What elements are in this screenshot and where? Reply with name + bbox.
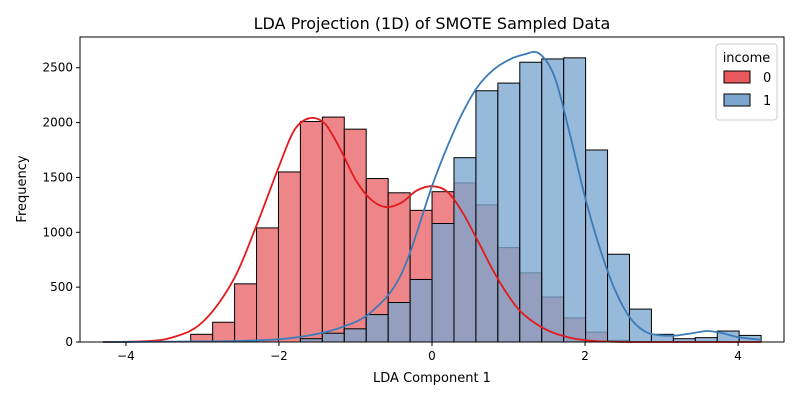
kde-line-series-0 (102, 116, 762, 343)
y-tick-label: 1500 (42, 170, 73, 184)
chart-title: LDA Projection (1D) of SMOTE Sampled Dat… (254, 14, 611, 33)
bar-series-0-bin-9 (299, 120, 323, 343)
bar-series-0-bin-7 (256, 227, 279, 343)
legend-swatch-0 (723, 70, 751, 84)
bar-series-0-bin-11 (343, 128, 367, 343)
y-tick-label: 2000 (42, 116, 73, 130)
x-axis-label: LDA Component 1 (373, 371, 491, 386)
y-tick-label: 0 (65, 335, 73, 349)
bar-series-1-bin-16 (453, 157, 477, 343)
kde-layer (102, 51, 762, 343)
y-tick-label: 500 (50, 280, 73, 294)
bar-series-1-bin-10 (321, 332, 345, 343)
x-tick-label: 0 (428, 349, 436, 363)
y-tick-label: 2500 (42, 61, 73, 75)
y-axis-label: Frequency (15, 155, 30, 222)
bar-series-1-bin-12 (365, 314, 389, 343)
legend-label-1: 1 (763, 94, 771, 109)
bar-series-1-bin-15 (431, 223, 455, 343)
bar-series-1-bin-17 (475, 90, 499, 343)
plot-frame (79, 36, 785, 343)
bar-series-1-bin-11 (343, 328, 367, 343)
legend-label-0: 0 (763, 71, 771, 86)
bar-series-0-bin-8 (277, 171, 301, 343)
x-tick-label: 4 (734, 349, 742, 363)
bar-series-1-bin-24 (628, 308, 652, 343)
bar-series-1-bin-18 (497, 82, 521, 343)
bar-series-0-bin-5 (212, 321, 236, 343)
y-tick-label: 1000 (42, 225, 73, 239)
bar-series-1-bin-21 (563, 57, 587, 343)
y-axis: 0 500 1000 1500 2000 2500 (42, 61, 80, 349)
bar-series-1-bin-20 (541, 58, 565, 343)
bar-series-1-bin-14 (409, 278, 433, 343)
x-tick-label: −2 (270, 349, 288, 363)
x-axis: −4 −2 0 2 4 (117, 342, 742, 363)
x-tick-label: −4 (117, 349, 135, 363)
legend-title: income (723, 51, 771, 66)
legend: income 0 1 (715, 43, 778, 121)
x-tick-label: 2 (581, 349, 589, 363)
bar-series-1-bin-22 (585, 149, 609, 343)
bar-series-0-bin-6 (234, 283, 258, 343)
kde-line-series-1 (102, 51, 762, 343)
legend-swatch-1 (723, 93, 751, 107)
bar-series-1-bin-19 (519, 61, 543, 343)
bar-series-1-bin-13 (387, 302, 411, 343)
bars-layer (190, 57, 762, 343)
